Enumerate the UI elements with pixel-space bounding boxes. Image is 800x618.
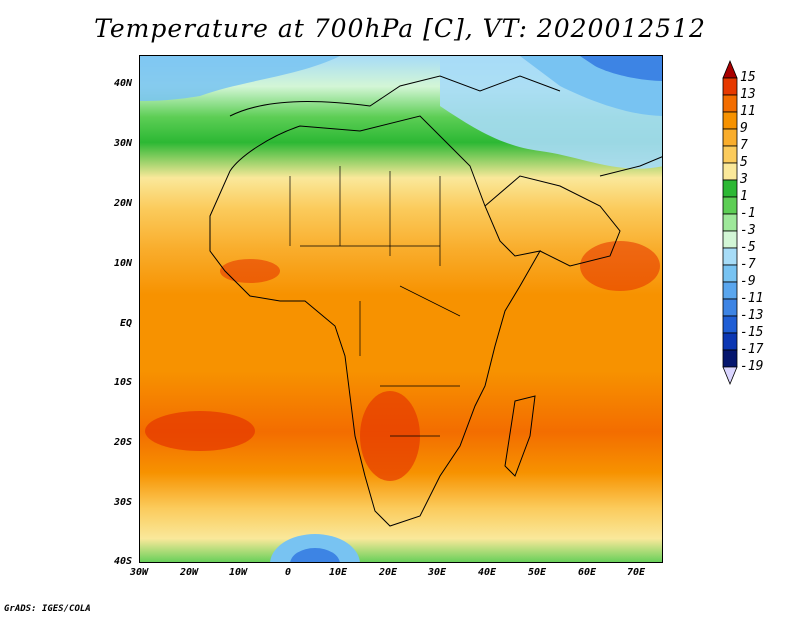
asia-coastline: [599, 156, 662, 177]
colorbar-label: -7: [740, 257, 756, 272]
warm-core-arabian-sea: [580, 241, 660, 291]
colorbar-label: 7: [740, 138, 748, 153]
x-tick-label: 50E: [527, 567, 547, 578]
colorbar-swatch: [722, 162, 738, 181]
y-tick-label: EQ: [119, 318, 132, 329]
colorbar-label: 11: [740, 104, 756, 119]
colorbar-label: -3: [740, 223, 756, 238]
country-borders: [289, 166, 461, 437]
colorbar-swatch: [722, 94, 738, 113]
madagascar-coastline: [504, 395, 536, 477]
y-tick-label: 30S: [113, 497, 132, 508]
y-tick-label: 30N: [113, 138, 132, 149]
colorbar-label: 15: [740, 70, 756, 85]
warm-core-west-africa: [220, 259, 280, 283]
colorbar-swatch: [722, 77, 738, 96]
colorbar-swatch: [722, 349, 738, 368]
cold-region-northwest: [140, 56, 340, 101]
x-tick-label: 20W: [179, 567, 199, 578]
colorbar-label: -15: [740, 325, 764, 340]
x-tick-label: 0: [284, 567, 292, 578]
x-tick-label: 20E: [378, 567, 398, 578]
colorbar-swatch: [722, 145, 738, 164]
africa-coastline: [209, 115, 541, 527]
colorbar-label: -13: [740, 308, 764, 323]
colorbar-top-arrow: [722, 59, 738, 79]
colorbar-swatch: [722, 111, 738, 130]
colorbar-label: 5: [740, 155, 748, 170]
x-tick-label: 30E: [427, 567, 447, 578]
grads-credit: GrADS: IGES/COLA: [4, 604, 91, 614]
colorbar-label: -11: [740, 291, 764, 306]
colorbar-label: 9: [740, 121, 748, 136]
colorbar-swatch: [722, 247, 738, 266]
temperature-map: [140, 56, 662, 562]
colorbar-label: -17: [740, 342, 764, 357]
y-tick-label: 10N: [113, 258, 132, 269]
europe-coastline: [229, 75, 561, 117]
map-plot-area: [139, 55, 663, 563]
colorbar-label: -19: [740, 359, 764, 374]
x-tick-label: 10W: [228, 567, 248, 578]
x-tick-label: 40E: [477, 567, 497, 578]
colorbar-swatch: [722, 332, 738, 351]
colorbar-swatch: [722, 196, 738, 215]
colorbar-swatch: [722, 264, 738, 283]
y-tick-label: 40S: [113, 556, 132, 567]
colorbar-swatch: [722, 298, 738, 317]
colorbar-label: 3: [740, 172, 748, 187]
colorbar-swatch: [722, 128, 738, 147]
y-tick-label: 20N: [113, 198, 132, 209]
coldest-region-northeast: [580, 56, 662, 81]
colorbar-swatch: [722, 230, 738, 249]
colorbar-bottom-arrow: [722, 366, 738, 386]
map-title: Temperature at 700hPa [C], VT: 202001251…: [94, 14, 706, 43]
colorbar-swatch: [722, 213, 738, 232]
x-tick-label: 70E: [626, 567, 646, 578]
arabia-coastline: [484, 175, 621, 267]
colorbar-swatch: [722, 179, 738, 198]
x-tick-label: 10E: [328, 567, 348, 578]
y-tick-label: 20S: [113, 437, 132, 448]
colorbar-label: -9: [740, 274, 756, 289]
warm-core-south-atlantic: [145, 411, 255, 451]
colorbar-swatch: [722, 281, 738, 300]
colorbar-label: 13: [740, 87, 756, 102]
colorbar-label: -5: [740, 240, 756, 255]
colorbar-swatch: [722, 315, 738, 334]
colorbar-label: -1: [740, 206, 756, 221]
x-tick-label: 30W: [129, 567, 149, 578]
cold-pocket-south-core: [290, 548, 340, 562]
colorbar-label: 1: [740, 189, 748, 204]
x-tick-label: 60E: [577, 567, 597, 578]
y-tick-label: 10S: [113, 377, 132, 388]
y-tick-label: 40N: [113, 78, 132, 89]
